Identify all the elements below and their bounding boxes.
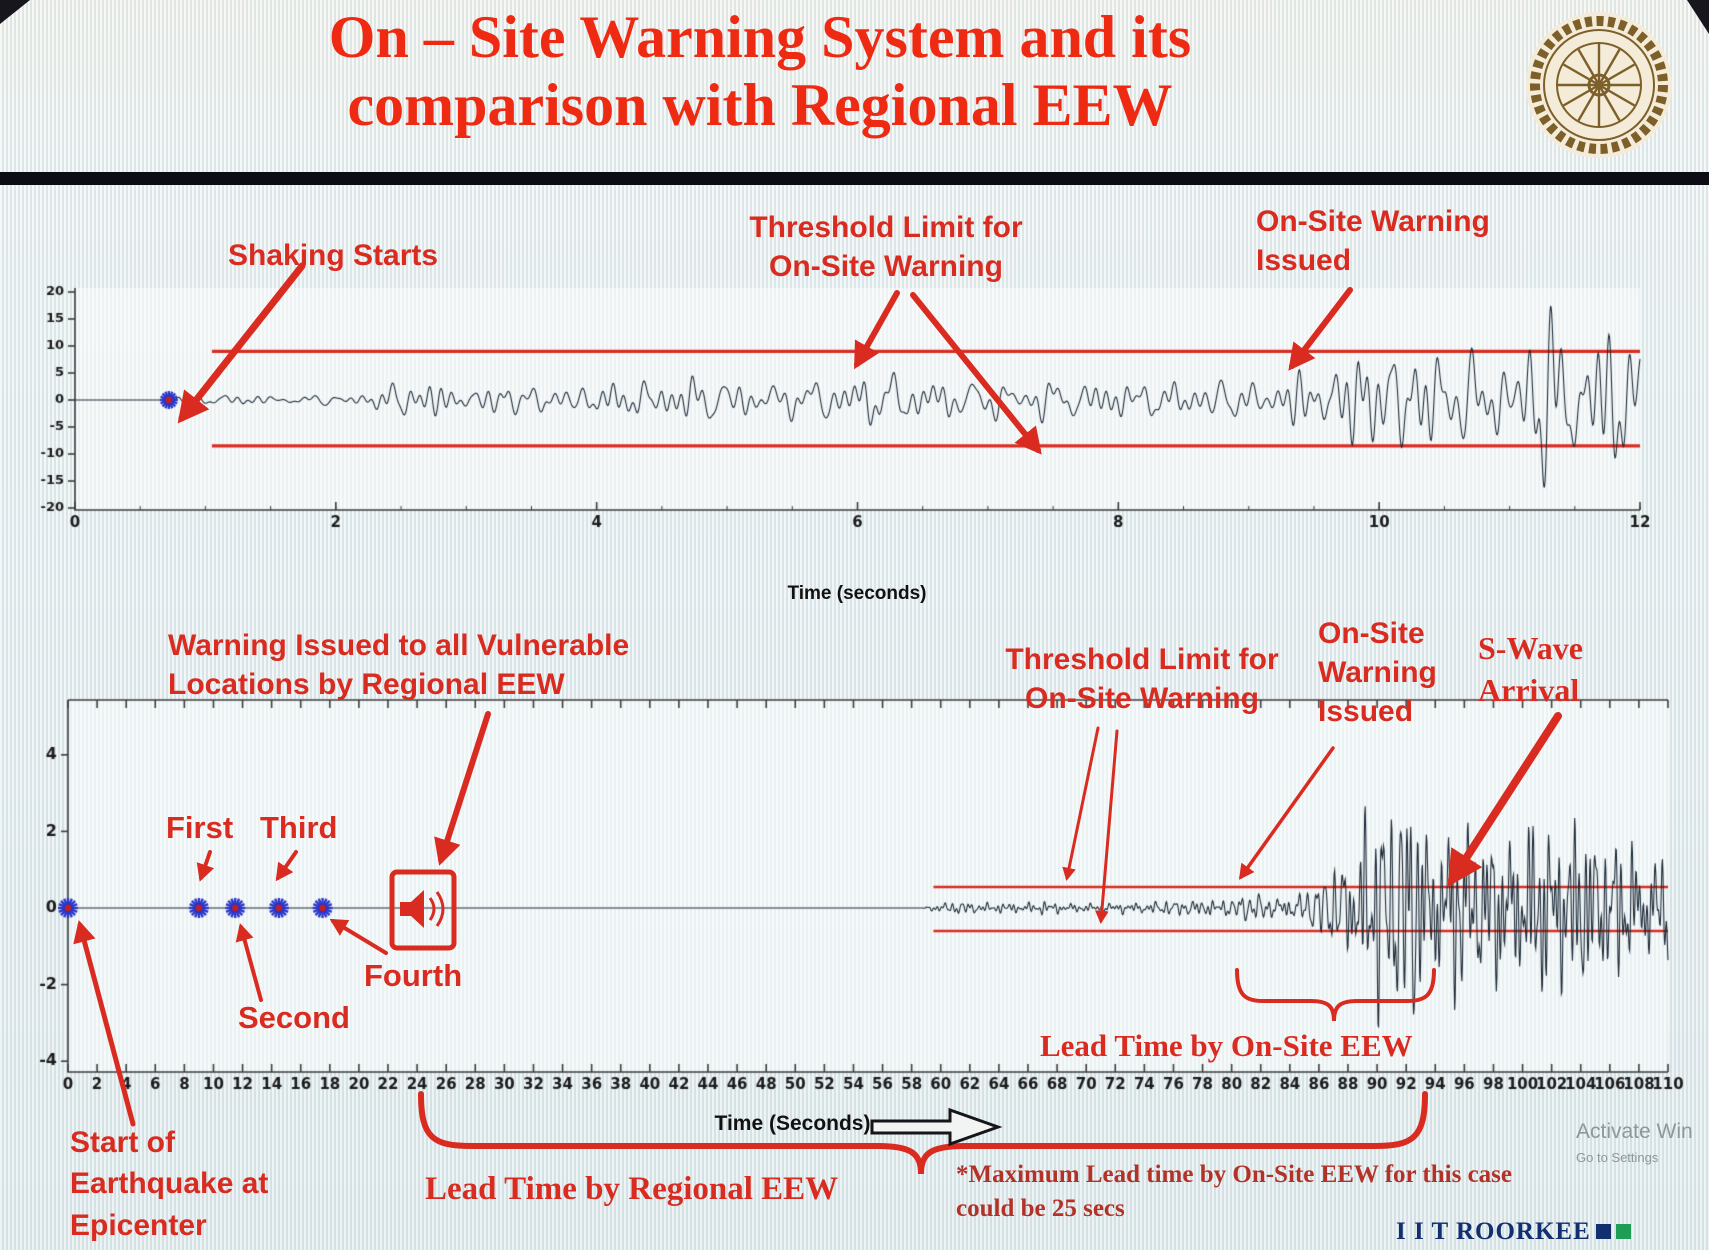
label-lead-time-onsite: Lead Time by On-Site EEW [1040,1028,1413,1063]
slide-title: On – Site Warning System and its compari… [70,4,1450,140]
label-onsite-warning-issued-bottom: On-Site Warning Issued [1318,617,1437,728]
label-fourth-detection: Fourth [364,958,463,993]
title-line2: comparison with Regional EEW [347,71,1173,138]
bottom-chart-xaxis-label: Time (Seconds) [714,1112,871,1135]
label-regional-warning-issued: Warning Issued to all Vulnerable Locatio… [168,629,630,701]
label-third-detection: Third [260,810,338,845]
windows-activation-watermark: Activate Win Go to Settings [1576,1120,1693,1165]
label-start-of-earthquake: Start of Earthquake at Epicenter [70,1126,269,1242]
label-lead-time-regional: Lead Time by Regional EEW [425,1171,839,1207]
max-lead-note-line1: *Maximum Lead time by On-Site EEW for th… [956,1161,1513,1188]
label-second-detection: Second [238,1000,350,1035]
title-line1: On – Site Warning System and its [328,4,1192,70]
brand-text: I I T ROORKEE [1396,1218,1591,1245]
watermark-line1: Activate Win [1576,1120,1693,1143]
title-divider [0,172,1709,185]
photo-corner-top-left [0,0,30,24]
label-threshold-limit-bottom: Threshold Limit for On-Site Warning [1005,643,1279,715]
watermark-line2: Go to Settings [1576,1150,1659,1165]
footer-brand: I I T ROORKEE [1396,1218,1631,1246]
label-shaking-starts: Shaking Starts [228,239,439,272]
max-lead-time-note: *Maximum Lead time by On-Site EEW for th… [956,1158,1646,1226]
max-lead-note-line2: could be 25 secs [956,1194,1125,1222]
label-threshold-limit-top: Threshold Limit for On-Site Warning [749,211,1023,283]
label-s-wave-arrival: S-Wave Arrival [1478,630,1583,708]
brand-square-green [1615,1224,1631,1239]
label-onsite-warning-issued-top: On-Site Warning Issued [1256,205,1490,277]
top-chart-xaxis-label: Time (seconds) [787,583,927,604]
brand-square-blue [1595,1224,1611,1239]
label-first-detection: First [166,810,234,845]
photo-corner-top-right [1687,0,1709,34]
